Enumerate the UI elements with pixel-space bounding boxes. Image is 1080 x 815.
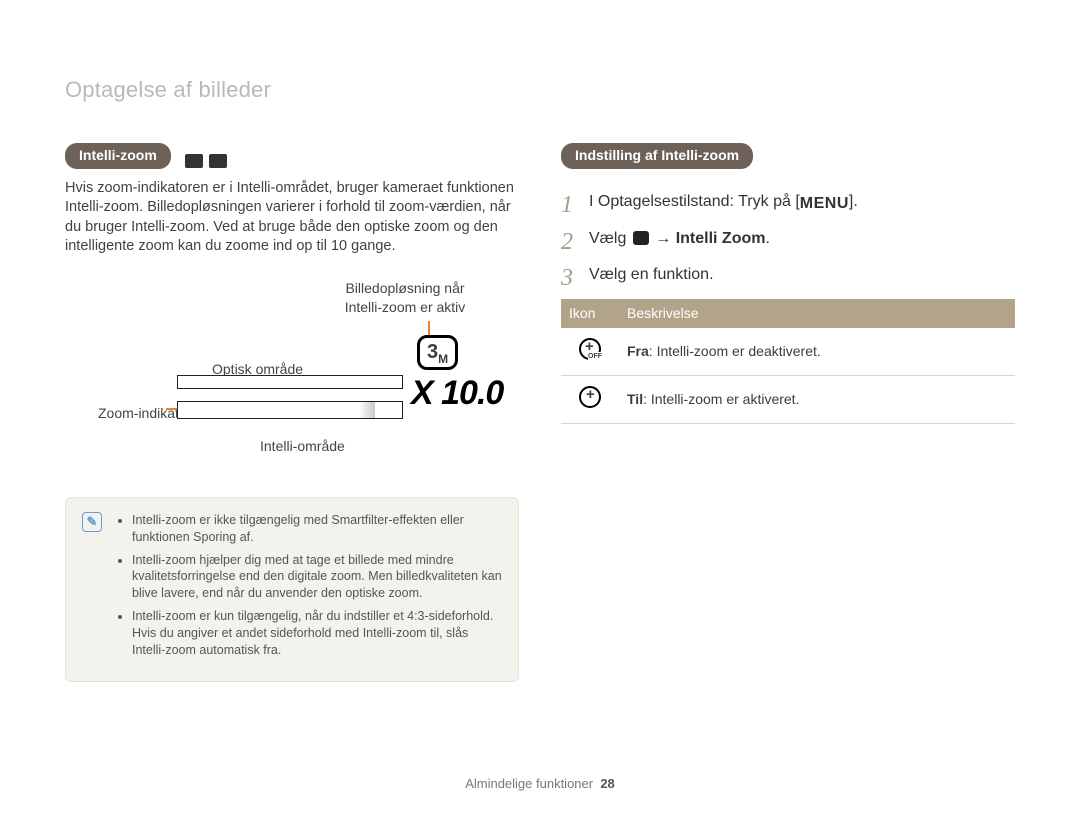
note-item: Intelli-zoom er ikke tilgængelig med Sma… [132,512,502,546]
step-2: 2 Vælg → Intelli Zoom. [561,228,1015,250]
diagram-zoom-value: X 10.0 [411,371,503,417]
table-head-desc: Beskrivelse [619,299,1015,328]
diagram-connector-icon [428,321,430,336]
scene-mode-icon [209,154,227,168]
diagram-optical-bar [177,375,403,389]
options-table: Ikon Beskrivelse Fra: Intelli-zoom er de… [561,299,1015,424]
note-list: Intelli-zoom er ikke tilgængelig med Sma… [116,512,502,665]
step-3: 3 Vælg en funktion. [561,264,1015,286]
note-item: Intelli-zoom er kun tilgængelig, når du … [132,608,502,659]
table-head-icon: Ikon [561,299,619,328]
note-icon: ✎ [82,512,102,532]
zoom-off-icon [579,338,601,360]
step-1: 1 I Optagelsestilstand: Tryk på [MENU]. [561,191,1015,215]
note-box: ✎ Intelli-zoom er ikke tilgængelig med S… [65,497,519,682]
menu-key-icon: MENU [800,193,849,215]
zoom-diagram: Billedopløsning når Intelli-zoom er akti… [65,279,519,479]
note-item: Intelli-zoom hjælper dig med at tage et … [132,552,502,603]
diagram-zoom-bar [177,401,403,419]
mode-icons [185,154,227,168]
page-footer: Almindelige funktioner 28 [0,775,1080,793]
zoom-on-icon [579,386,601,408]
right-column: Indstilling af Intelli-zoom 1 I Optagels… [561,143,1015,682]
left-column: Intelli-zoom Hvis zoom-indikatoren er i … [65,143,519,682]
table-row: Fra: Intelli-zoom er deaktiveret. [561,328,1015,375]
settings-pill: Indstilling af Intelli-zoom [561,143,753,169]
resolution-badge: 3M [417,335,458,370]
steps-list: 1 I Optagelsestilstand: Tryk på [MENU]. … [561,191,1015,286]
page-title: Optagelse af billeder [65,75,1015,105]
diagram-resolution-label: Billedopløsning når Intelli-zoom er akti… [320,279,490,317]
camera-icon [633,231,649,245]
diagram-intelli-label: Intelli-område [260,437,345,456]
table-row: Til: Intelli-zoom er aktiveret. [561,376,1015,424]
intelli-zoom-description: Hvis zoom-indikatoren er i Intelli-områd… [65,179,519,257]
intelli-zoom-pill: Intelli-zoom [65,143,171,169]
camera-mode-icon [185,154,203,168]
